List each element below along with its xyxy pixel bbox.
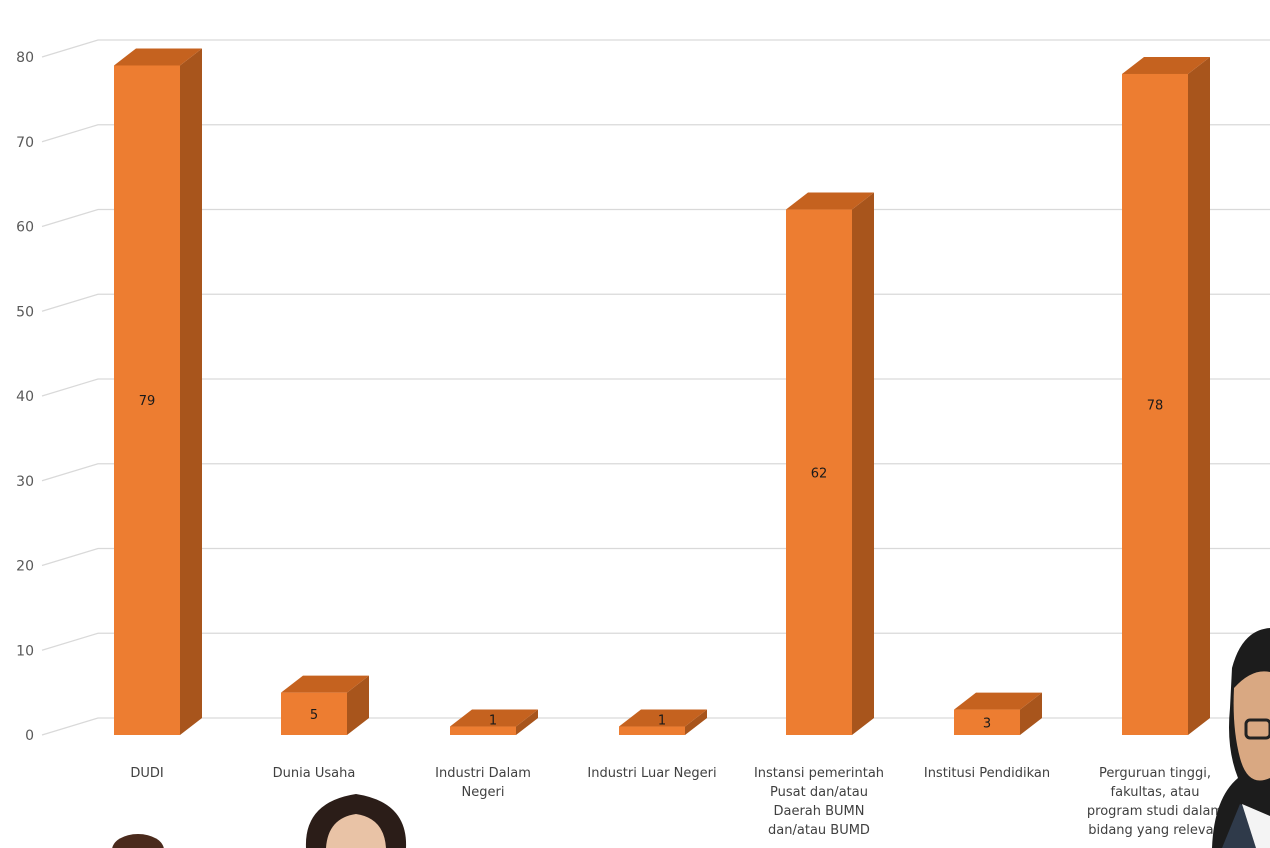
bar-top bbox=[954, 692, 1042, 710]
data-label: 5 bbox=[310, 708, 318, 723]
gridline bbox=[41, 293, 1270, 312]
person-illustration-left-icon bbox=[112, 834, 164, 848]
x-tick-label: Industri Luar Negeri bbox=[587, 766, 716, 781]
bar bbox=[1122, 56, 1210, 735]
bar-side bbox=[1020, 692, 1042, 735]
bar-side bbox=[347, 675, 369, 735]
x-tick-label: Institusi Pendidikan bbox=[924, 766, 1050, 781]
bar-top bbox=[1122, 56, 1210, 74]
x-tick-label: DUDI bbox=[130, 766, 163, 781]
gridline bbox=[41, 717, 1270, 736]
y-tick-label: 60 bbox=[16, 220, 34, 236]
bar-top bbox=[619, 709, 707, 727]
bar-top bbox=[786, 192, 874, 210]
x-tick-label: Instansi pemerintah Pusat dan/atau Daerah … bbox=[754, 766, 884, 838]
bar bbox=[450, 709, 538, 735]
chart-bars: 79 5 1 1 62 3 78 bbox=[114, 48, 1210, 736]
bar-side bbox=[685, 709, 707, 735]
person-illustration-man-icon bbox=[1212, 628, 1270, 848]
gridline bbox=[41, 378, 1270, 397]
x-tick-label: Dunia Usaha bbox=[273, 766, 356, 781]
bar bbox=[954, 692, 1042, 735]
bar-front bbox=[786, 209, 852, 736]
y-tick-label: 80 bbox=[16, 50, 34, 66]
chart-gridlines bbox=[41, 39, 1270, 736]
x-tick-label: Industri Dalam Negeri bbox=[435, 766, 531, 800]
bar-front bbox=[954, 709, 1020, 735]
data-label: 1 bbox=[658, 714, 666, 729]
y-tick-label: 50 bbox=[16, 304, 34, 320]
data-label: 79 bbox=[139, 394, 156, 409]
data-label: 78 bbox=[1147, 398, 1164, 413]
bar-top bbox=[450, 709, 538, 727]
bar-front bbox=[450, 726, 516, 735]
bar bbox=[281, 675, 369, 735]
x-axis-labels: DUDI Dunia Usaha Industri Dalam Negeri Indus… bbox=[130, 766, 1223, 838]
bar-top bbox=[114, 48, 202, 66]
data-label: 3 bbox=[983, 716, 991, 731]
gridline bbox=[41, 547, 1270, 567]
y-tick-label: 0 bbox=[25, 728, 34, 744]
y-tick-label: 30 bbox=[16, 474, 34, 490]
bar-side bbox=[516, 709, 538, 735]
x-tick-label: Perguruan tinggi, fakultas, atau program s… bbox=[1087, 766, 1223, 838]
bar-top bbox=[281, 675, 369, 693]
y-tick-label: 20 bbox=[16, 559, 34, 575]
gridline bbox=[41, 39, 1270, 58]
bar-side bbox=[852, 192, 874, 736]
y-axis-ticks: 0 10 20 30 40 50 60 70 80 bbox=[16, 50, 34, 744]
data-label: 1 bbox=[489, 714, 497, 729]
gridline bbox=[41, 124, 1270, 143]
bar-front bbox=[619, 726, 685, 735]
bar-side bbox=[1188, 56, 1210, 735]
bar bbox=[619, 709, 707, 735]
gridline bbox=[41, 208, 1270, 228]
bar-front bbox=[1122, 73, 1188, 735]
y-tick-label: 10 bbox=[16, 643, 34, 659]
gridline bbox=[41, 463, 1270, 482]
gridline bbox=[41, 632, 1270, 651]
bar-front bbox=[114, 65, 180, 736]
data-label: 62 bbox=[811, 466, 828, 481]
y-tick-label: 70 bbox=[16, 135, 34, 151]
person-illustration-woman-icon bbox=[305, 794, 407, 848]
bar-side bbox=[180, 48, 202, 736]
y-tick-label: 40 bbox=[16, 389, 34, 405]
bar bbox=[786, 192, 874, 736]
bar-front bbox=[281, 692, 347, 735]
bar bbox=[114, 48, 202, 736]
